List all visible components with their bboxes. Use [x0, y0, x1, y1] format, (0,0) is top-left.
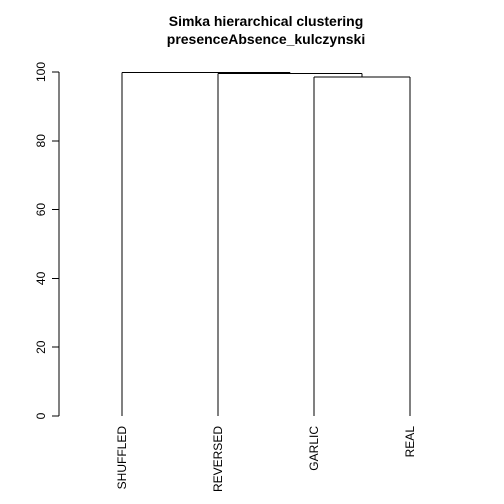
y-tick-label: 100 [34, 62, 48, 82]
y-tick-label: 60 [34, 203, 48, 217]
leaf-label: GARLIC [307, 426, 321, 471]
y-tick-label: 20 [34, 340, 48, 354]
y-tick-label: 0 [34, 412, 48, 419]
plot-title: Simka hierarchical clustering [169, 13, 364, 29]
leaf-label: REVERSED [211, 426, 225, 492]
leaf-label: REAL [403, 426, 417, 458]
leaf-labels: SHUFFLED REVERSED GARLIC REAL [115, 426, 417, 492]
leaf-label: SHUFFLED [115, 426, 129, 490]
y-tick-label: 80 [34, 134, 48, 148]
y-axis: 0 20 40 60 80 100 [34, 62, 60, 419]
y-tick-label: 40 [34, 271, 48, 285]
dendrogram-branches [121, 71, 411, 416]
plot-subtitle: presenceAbsence_kulczynski [167, 31, 365, 47]
